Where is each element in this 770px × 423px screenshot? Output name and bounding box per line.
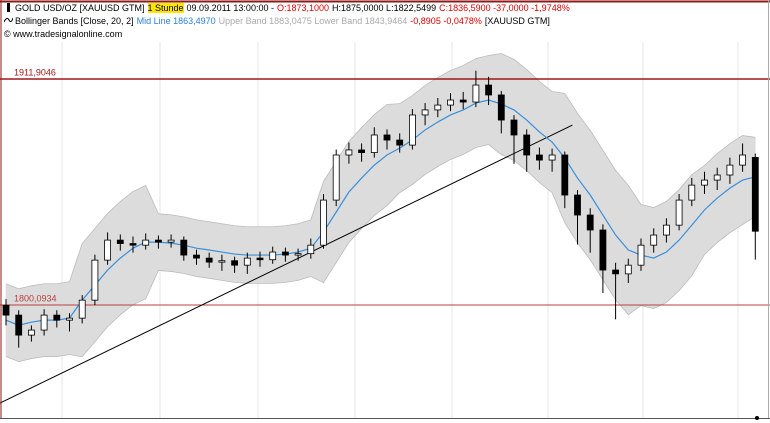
close-change: C:1836,5900 -37,0000 -1,9748%: [439, 3, 570, 13]
candle-body: [269, 251, 277, 261]
candle-body: [218, 260, 226, 263]
candle-body: [612, 269, 619, 275]
candle-body: [650, 234, 658, 246]
candle-body: [675, 199, 683, 226]
candle-body: [345, 149, 353, 156]
candle-body: [142, 239, 150, 246]
candle-body: [536, 154, 543, 161]
candle-body: [307, 244, 315, 255]
trend-line: [0, 124, 573, 404]
bands: Upper Band 1883,0475 Lower Band 1843,946…: [218, 16, 408, 26]
mid-line: [5, 99, 756, 326]
candle-body: [180, 239, 188, 256]
interval[interactable]: 1 Stunde: [147, 3, 184, 13]
candle-body: [497, 94, 505, 121]
candle-body: [586, 214, 594, 231]
candle-body: [447, 99, 454, 106]
candle-body: [599, 229, 607, 271]
candle-body: [396, 139, 404, 146]
candle-body: [523, 134, 531, 156]
candle-body: [15, 314, 23, 336]
level-label: 1911,9046: [14, 67, 56, 77]
indicator: Bollinger Bands [Close, 20, 2]: [15, 16, 134, 26]
candle-body: [624, 264, 632, 275]
candle-body: [408, 114, 416, 146]
candle-body: [53, 314, 61, 321]
candle-body: [459, 99, 467, 103]
candle-body: [320, 199, 327, 246]
indicator-change: -0,8905 -0,0478%: [410, 16, 482, 26]
candle-body: [370, 134, 378, 153]
candle-body: [66, 317, 73, 321]
copyright: © www.tradesignalonline.com: [4, 29, 123, 39]
candle-body: [561, 154, 569, 196]
cursor-dot: [755, 416, 759, 420]
candle-body: [472, 84, 480, 103]
candle-body: [129, 243, 137, 246]
candle-body: [663, 224, 670, 236]
candle-body: [332, 154, 340, 201]
candle-body: [2, 304, 10, 316]
candle-body: [193, 254, 200, 259]
mid-line: Mid Line 1863,4970: [136, 16, 216, 26]
candle-body: [574, 194, 581, 216]
candle-body: [421, 109, 429, 116]
candle-body: [231, 260, 239, 266]
candle-body: [485, 84, 493, 96]
candle-body: [27, 329, 35, 336]
candle-body: [154, 239, 162, 243]
timestamp: 09.09.2011 13:00:00 -: [186, 3, 274, 13]
candle-body: [726, 164, 734, 176]
upper-band: [5, 53, 756, 290]
candle-body: [434, 104, 442, 111]
candle-body: [358, 149, 366, 153]
candle-body: [701, 179, 708, 186]
plot: 1911,9046 1800,0934: [0, 53, 770, 404]
header-line: Bollinger Bands [Close, 20, 2] Mid Line 1…: [4, 15, 573, 28]
candle-body: [205, 257, 213, 263]
candle-body: [116, 239, 124, 244]
candle-body: [383, 134, 391, 141]
open: O:1873,1000: [276, 3, 330, 13]
candle-body: [281, 251, 289, 256]
candle-body: [637, 244, 645, 266]
instrument: GOLD USD/OZ [XAUUSD GTM]: [15, 3, 145, 13]
candle-body: [256, 257, 264, 261]
header: GOLD USD/OZ [XAUUSD GTM] 1 Stunde 09.09.20…: [4, 2, 573, 41]
candle-body: [91, 259, 99, 301]
level-label: 1800,0934: [14, 293, 57, 303]
icon: [7, 3, 10, 12]
symbol: [XAUUSD GTM]: [484, 16, 550, 26]
candle-body: [167, 239, 175, 243]
candle-body: [739, 154, 746, 166]
candle-body: [688, 184, 696, 201]
candle-body: [294, 253, 302, 256]
lower-band: [5, 144, 756, 363]
candle-body: [40, 314, 48, 331]
candle-body: [78, 299, 86, 319]
candle-body: [751, 157, 759, 232]
candle-body: [548, 154, 556, 161]
high-low: H:1875,0000 L:1822,5499: [332, 3, 437, 13]
candle-body: [510, 119, 518, 136]
icon: [4, 17, 13, 23]
candle-body: [104, 239, 111, 261]
candle-body: [713, 174, 721, 181]
candle-body: [243, 257, 251, 266]
header-line: GOLD USD/OZ [XAUUSD GTM] 1 Stunde 09.09.20…: [4, 2, 573, 15]
